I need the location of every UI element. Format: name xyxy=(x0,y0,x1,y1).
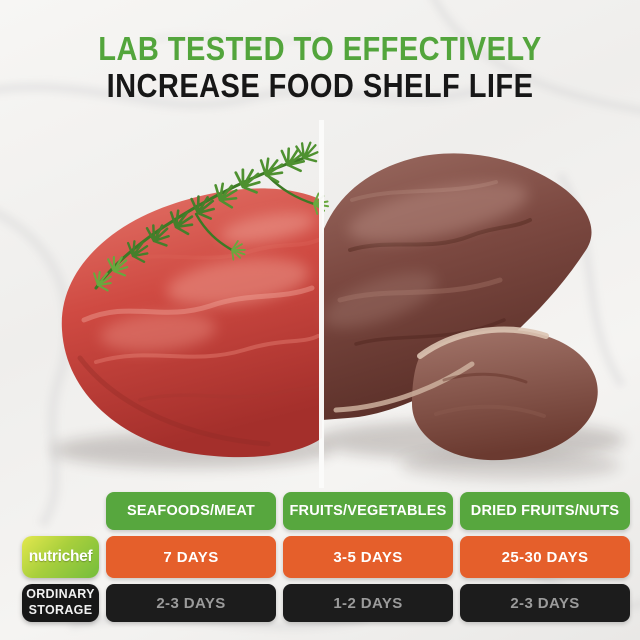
column-header-seafoods-meat: SEAFOODS/MEAT xyxy=(106,492,276,530)
nutrichef-logo-badge: nutrichef xyxy=(22,536,99,578)
vacuum-sealed-fruits-vegetables-days: 3-5 DAYS xyxy=(283,536,453,578)
table-corner-spacer xyxy=(22,492,99,530)
divider-line xyxy=(319,120,324,488)
column-header-fruits-vegetables: FRUITS/VEGETABLES xyxy=(283,492,453,530)
ordinary-storage-badge: ORDINARY STORAGE xyxy=(22,584,99,622)
ordinary-storage-label-line1: ORDINARY xyxy=(26,587,95,602)
ordinary-dried-fruits-nuts-days: 2-3 DAYS xyxy=(460,584,630,622)
vacuum-sealed-dried-fruits-nuts-days: 25-30 DAYS xyxy=(460,536,630,578)
nutrichef-logo-text: nutrichef xyxy=(28,548,93,565)
vacuum-sealed-seafoods-meat-days: 7 DAYS xyxy=(106,536,276,578)
headline-line1: LAB TESTED TO EFFECTIVELY xyxy=(98,30,542,67)
headline-line2: INCREASE FOOD SHELF LIFE xyxy=(106,66,534,104)
ordinary-fruits-vegetables-days: 1-2 DAYS xyxy=(283,584,453,622)
rosemary-garnish xyxy=(90,135,332,295)
shelf-life-table: SEAFOODS/MEAT FRUITS/VEGETABLES DRIED FR… xyxy=(22,492,630,622)
ordinary-storage-label-line2: STORAGE xyxy=(28,603,93,617)
ordinary-seafoods-meat-days: 2-3 DAYS xyxy=(106,584,276,622)
fresh-steak-photo xyxy=(61,188,322,458)
column-header-dried-fruits-nuts: DRIED FRUITS/NUTS xyxy=(460,492,630,530)
spoiled-steak-photo xyxy=(322,153,598,461)
headline: LAB TESTED TO EFFECTIVELY INCREASE FOOD … xyxy=(0,30,640,105)
